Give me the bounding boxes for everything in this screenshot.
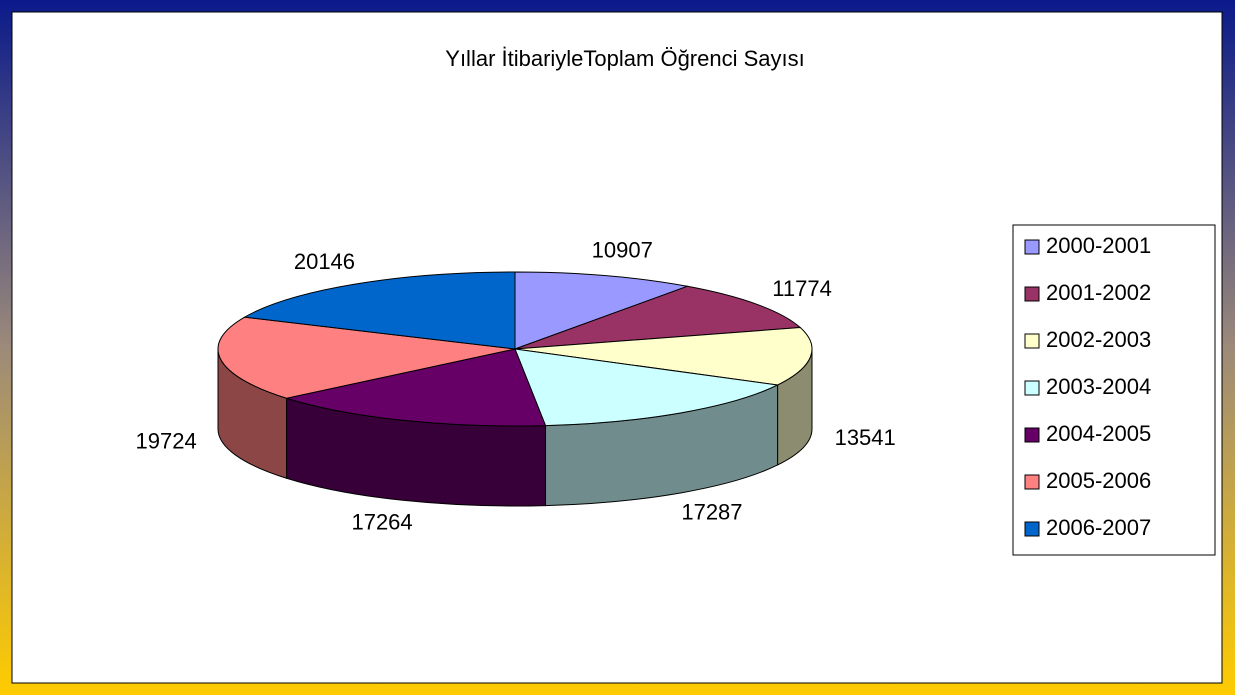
- legend-swatch: [1024, 380, 1040, 396]
- legend-label: 2002-2003: [1046, 327, 1151, 352]
- data-label: 20146: [294, 249, 355, 274]
- data-label: 13541: [835, 425, 896, 450]
- pie-slice: [514, 271, 690, 350]
- pie-slice: [514, 348, 780, 427]
- legend-label: 2001-2002: [1046, 280, 1151, 305]
- legend-label: 2000-2001: [1046, 233, 1151, 258]
- legend-swatch: [1024, 474, 1040, 490]
- legend-swatch: [1024, 521, 1040, 537]
- pie-slice: [217, 316, 516, 399]
- data-label: 11774: [772, 276, 832, 301]
- pie-slice: [284, 348, 547, 427]
- pie-slice: [243, 271, 516, 350]
- legend-label: 2004-2005: [1046, 421, 1151, 446]
- legend-label: 2005-2006: [1046, 468, 1151, 493]
- pie-slice: [514, 326, 813, 386]
- legend: [1012, 224, 1216, 556]
- data-label: 10907: [592, 238, 653, 263]
- pie-slice: [514, 285, 802, 350]
- data-label: 17264: [351, 509, 412, 534]
- legend-label: 2006-2007: [1046, 515, 1151, 540]
- chart-title: Yıllar İtibariyleToplam Öğrenci Sayısı: [445, 46, 804, 71]
- legend-swatch: [1024, 286, 1040, 302]
- data-label: 17287: [681, 499, 742, 524]
- legend-label: 2003-2004: [1046, 374, 1151, 399]
- legend-swatch: [1024, 427, 1040, 443]
- legend-swatch: [1024, 239, 1040, 255]
- legend-swatch: [1024, 333, 1040, 349]
- data-label: 19724: [136, 428, 197, 453]
